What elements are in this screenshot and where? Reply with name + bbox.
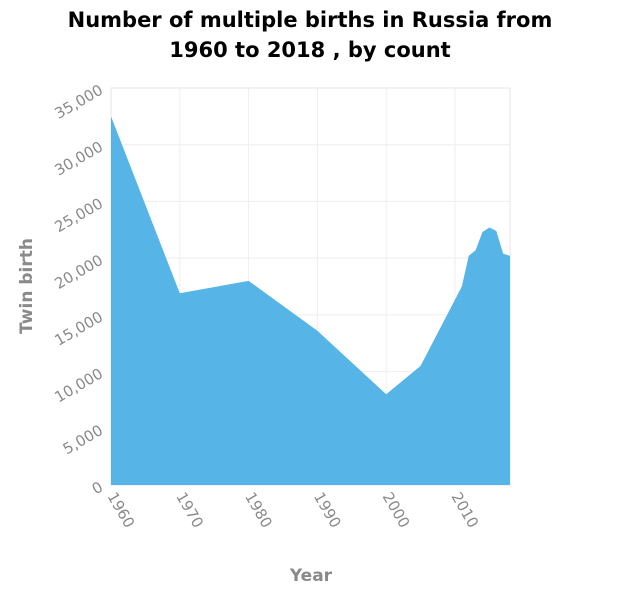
x-tick-label: 1980	[241, 489, 276, 531]
y-axis-ticks: 0 5,000 10,000 15,000 20,000 25,000 30,000 35,0…	[52, 81, 106, 498]
y-tick-label: 0	[89, 478, 106, 498]
y-tick-label: 30,000	[52, 138, 106, 180]
chart-title-line-2: 1960 to 2018 , by count	[169, 38, 450, 62]
x-tick-label: 2010	[448, 489, 483, 531]
chart-title-line-1: Number of multiple births in Russia from	[68, 8, 553, 32]
y-tick-label: 20,000	[52, 251, 106, 293]
x-tick-label: 1990	[310, 489, 345, 531]
y-tick-label: 15,000	[52, 308, 106, 350]
y-tick-label: 5,000	[60, 421, 106, 458]
x-tick-label: 1960	[104, 489, 139, 531]
y-axis-label: Twin birth	[17, 238, 37, 334]
area-series	[111, 116, 510, 485]
x-axis-label: Year	[289, 566, 333, 586]
area-fill	[111, 116, 510, 485]
y-tick-label: 25,000	[52, 194, 106, 236]
y-tick-label: 10,000	[52, 364, 106, 406]
x-tick-label: 2000	[379, 489, 414, 531]
y-tick-label: 35,000	[52, 81, 106, 123]
x-tick-label: 1970	[172, 489, 207, 531]
x-axis-ticks: 1960 1970 1980 1990 2000 2010	[104, 489, 483, 531]
